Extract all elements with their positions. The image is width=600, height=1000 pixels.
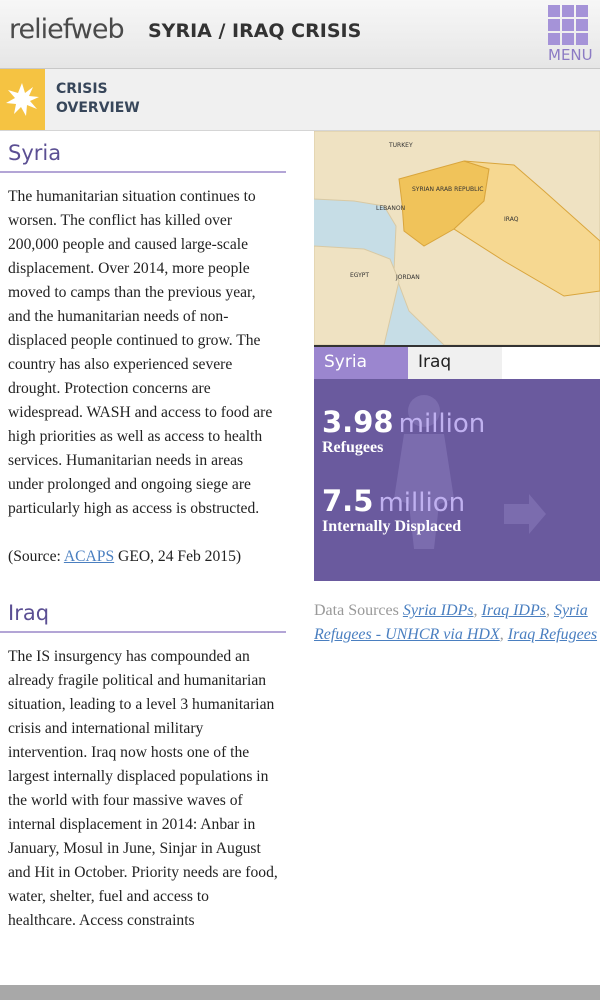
map: TURKEY SYRIAN ARAB REPUBLIC LEBANON IRAQ…	[314, 131, 600, 345]
subheader-title: CRISIS OVERVIEW	[56, 80, 140, 118]
separator: ,	[545, 602, 554, 619]
sidebar: TURKEY SYRIAN ARAB REPUBLIC LEBANON IRAQ…	[314, 131, 600, 647]
tabs: Syria Iraq	[314, 345, 600, 379]
content: Syria The humanitarian situation continu…	[0, 131, 286, 933]
source-link[interactable]: Iraq IDPs	[481, 602, 546, 619]
source-link[interactable]: ACAPS	[63, 548, 115, 565]
tab[interactable]: Iraq	[408, 347, 502, 379]
map-label: JORDAN	[395, 274, 420, 281]
subheader-line: CRISIS	[56, 81, 108, 97]
menu-label[interactable]: MENU	[548, 46, 593, 64]
stat-label: Internally Displaced	[322, 518, 462, 535]
map-label: TURKEY	[388, 142, 413, 149]
stat: 7.5 million Internally Displaced	[322, 484, 465, 536]
person-icon	[394, 395, 546, 549]
stat-unit: million	[398, 409, 486, 439]
map-label: EGYPT	[350, 272, 369, 279]
section-heading: Syria	[0, 131, 286, 173]
section-heading: Iraq	[0, 591, 286, 633]
menu-icon[interactable]	[548, 5, 590, 47]
subheader: CRISIS OVERVIEW	[0, 69, 600, 131]
map-label: SYRIAN ARAB REPUBLIC	[412, 186, 483, 193]
map-label: LEBANON	[376, 205, 405, 212]
source-link[interactable]: Iraq Refugees	[507, 626, 598, 643]
stat-value: 3.98	[322, 405, 394, 439]
source: (Source: ACAPS GEO, 24 Feb 2015)	[0, 521, 286, 569]
stat-unit: million	[378, 488, 466, 518]
separator: ,	[473, 602, 482, 619]
header: reliefweb SYRIA / IRAQ CRISIS MENU	[0, 0, 600, 69]
source-link[interactable]: Syria IDPs	[402, 602, 474, 619]
paragraph: The IS insurgency has compounded an alre…	[8, 648, 278, 929]
crisis-icon	[0, 69, 45, 130]
stats-panel: 3.98 million Refugees 7.5 million Intern…	[314, 379, 600, 581]
subheader-line: OVERVIEW	[56, 100, 140, 116]
bottom-bar	[0, 985, 600, 1000]
tab[interactable]: Syria	[314, 347, 408, 379]
paragraph: The humanitarian situation continues to …	[8, 188, 273, 517]
stat: 3.98 million Refugees	[322, 405, 485, 457]
data-sources: Data Sources Syria IDPs, Iraq IDPs, Syri…	[314, 581, 600, 647]
source-suffix: GEO, 24 Feb 2015)	[114, 548, 242, 565]
separator: ,	[499, 626, 508, 643]
site-title: SYRIA / IRAQ CRISIS	[148, 20, 362, 42]
source-link[interactable]: Syria Refugees - UNHCR via HDX	[314, 602, 588, 643]
logo[interactable]: reliefweb	[9, 14, 125, 45]
data-sources-label: Data Sources	[314, 602, 399, 619]
map-label: IRAQ	[504, 216, 519, 223]
stat-label: Refugees	[322, 439, 384, 456]
stat-value: 7.5	[322, 484, 374, 518]
source-prefix: (Source:	[8, 548, 64, 565]
sunburst	[6, 83, 39, 116]
